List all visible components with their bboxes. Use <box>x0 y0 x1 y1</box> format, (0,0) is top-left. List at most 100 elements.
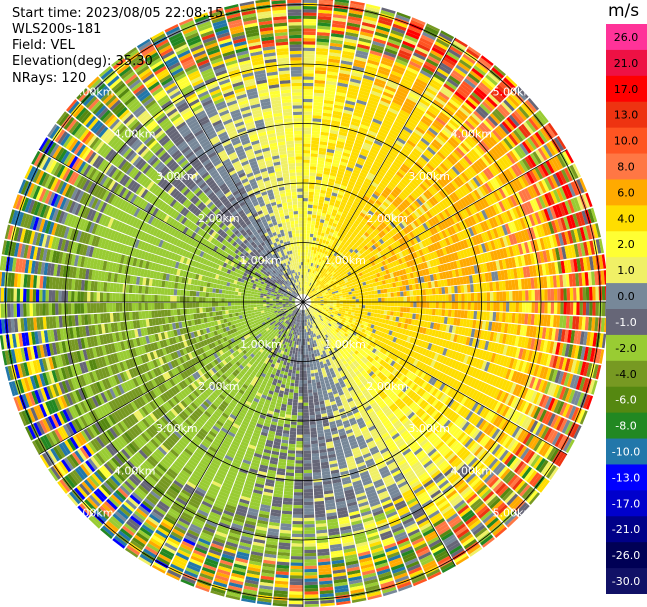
velocity-bin <box>333 219 339 225</box>
velocity-bin <box>456 129 467 140</box>
velocity-bin <box>309 286 312 290</box>
velocity-bin <box>569 287 574 301</box>
velocity-bin <box>327 282 332 286</box>
velocity-bin <box>391 26 406 35</box>
velocity-bin <box>378 238 385 245</box>
velocity-bin <box>490 302 494 311</box>
velocity-bin <box>337 194 344 199</box>
velocity-bin <box>427 55 441 65</box>
velocity-bin <box>393 292 398 297</box>
velocity-bin <box>348 267 353 272</box>
velocity-bin <box>489 292 494 301</box>
velocity-bin <box>393 142 403 150</box>
velocity-bin <box>406 28 421 37</box>
velocity-bin <box>393 120 404 129</box>
velocity-bin <box>451 294 455 302</box>
velocity-bin <box>358 307 362 311</box>
velocity-bin <box>389 221 396 228</box>
velocity-bin <box>307 204 313 209</box>
velocity-bin <box>442 294 446 302</box>
velocity-bin <box>455 111 466 122</box>
velocity-bin <box>392 98 403 107</box>
velocity-bin <box>368 298 372 302</box>
velocity-bin <box>436 151 446 160</box>
velocity-bin <box>354 166 362 172</box>
velocity-bin <box>318 147 327 152</box>
velocity-bin <box>441 59 455 70</box>
velocity-bin <box>324 93 335 98</box>
velocity-bin <box>441 287 446 294</box>
velocity-bin <box>470 148 481 160</box>
velocity-bin <box>381 192 388 199</box>
velocity-bin <box>310 287 314 291</box>
velocity-bin <box>358 37 372 44</box>
velocity-bin <box>339 266 344 271</box>
velocity-bin <box>330 39 343 45</box>
velocity-bin <box>367 187 375 193</box>
velocity-bin <box>321 256 326 261</box>
velocity-bin <box>475 86 488 98</box>
velocity-bin <box>332 263 336 268</box>
velocity-bin <box>305 271 308 276</box>
velocity-bin <box>396 55 410 64</box>
velocity-bin <box>358 295 363 299</box>
velocity-bin <box>368 294 372 299</box>
velocity-bin <box>326 74 338 79</box>
velocity-bin <box>422 92 434 102</box>
velocity-bin <box>333 104 344 110</box>
velocity-bin <box>397 87 409 95</box>
velocity-bin <box>359 212 366 218</box>
velocity-bin <box>431 102 443 111</box>
velocity-bin <box>489 113 501 125</box>
velocity-bin <box>384 306 388 311</box>
velocity-bin <box>303 44 316 48</box>
velocity-bin <box>327 224 332 229</box>
velocity-bin <box>333 298 337 301</box>
velocity-bin <box>363 245 369 251</box>
velocity-bin <box>349 195 356 201</box>
velocity-bin <box>404 34 419 43</box>
velocity-bin <box>422 63 436 73</box>
velocity-bin <box>347 133 356 139</box>
velocity-bin <box>350 75 362 81</box>
velocity-bin <box>377 170 386 177</box>
velocity-bin <box>345 97 357 103</box>
velocity-bin <box>386 82 398 90</box>
velocity-bin <box>480 302 484 311</box>
velocity-bin <box>474 292 478 302</box>
velocity-bin <box>525 119 537 133</box>
velocity-bin <box>351 203 358 209</box>
velocity-bin <box>477 84 490 96</box>
velocity-bin <box>359 151 368 157</box>
velocity-bin <box>324 261 329 266</box>
velocity-bin <box>492 89 505 101</box>
velocity-bin <box>415 174 424 183</box>
velocity-bin <box>354 228 360 234</box>
velocity-bin <box>436 134 447 144</box>
velocity-bin <box>318 251 322 256</box>
velocity-bin <box>344 217 350 223</box>
velocity-bin <box>406 120 417 129</box>
velocity-bin <box>317 289 321 293</box>
velocity-bin <box>374 175 382 183</box>
velocity-bin <box>468 115 480 126</box>
velocity-bin <box>372 163 380 170</box>
velocity-bin <box>399 131 410 140</box>
velocity-bin <box>330 261 334 266</box>
velocity-bin <box>323 304 327 306</box>
velocity-bin <box>373 115 384 122</box>
velocity-bin <box>428 52 442 62</box>
velocity-bin <box>308 293 311 297</box>
velocity-bin <box>325 279 329 283</box>
velocity-bin <box>354 290 359 294</box>
velocity-bin <box>409 290 414 296</box>
velocity-bin <box>566 288 571 301</box>
velocity-bin <box>386 41 400 50</box>
velocity-bin <box>467 302 471 310</box>
velocity-bin <box>346 166 354 172</box>
velocity-bin <box>396 291 401 297</box>
velocity-bin <box>311 292 315 296</box>
velocity-bin <box>393 306 398 312</box>
velocity-bin <box>428 208 436 217</box>
velocity-bin <box>331 255 336 260</box>
